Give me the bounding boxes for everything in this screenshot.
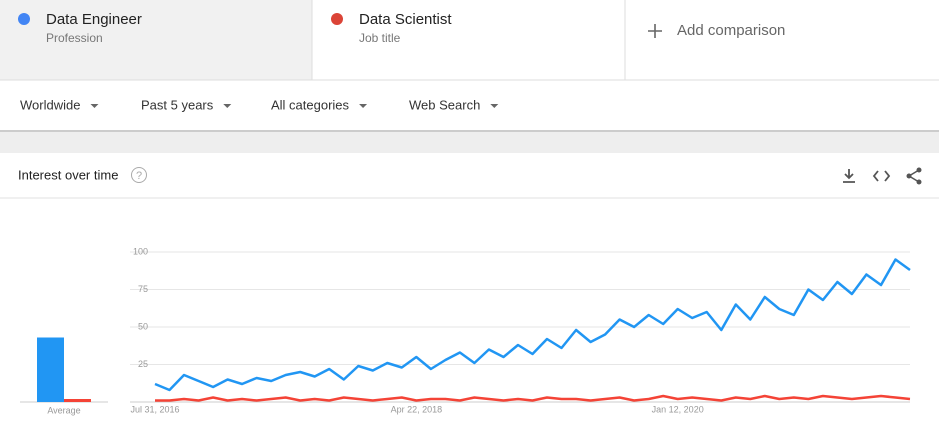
filter-dropdown[interactable]: Worldwide (20, 97, 80, 112)
term-dot (331, 13, 343, 25)
dropdown-arrow (490, 104, 499, 108)
average-bar (64, 399, 91, 402)
y-tick-label: 25 (138, 359, 148, 369)
term-dot (18, 13, 30, 25)
term-name: Data Scientist (359, 11, 452, 28)
series-line (155, 394, 911, 402)
share-icon[interactable] (906, 167, 922, 185)
average-label: Average (47, 405, 80, 415)
term-cell[interactable] (312, 0, 625, 80)
term-subtitle: Profession (46, 31, 103, 45)
x-tick-label: Apr 22, 2018 (391, 404, 443, 414)
dropdown-arrow (90, 104, 99, 108)
y-tick-label: 75 (138, 284, 148, 294)
filter-dropdown[interactable]: Past 5 years (141, 97, 214, 112)
chart: 25 50 75 100 Jul 31, 2016 Apr 22, 2018 Jan 12,… (20, 246, 911, 415)
dropdown-arrow (223, 104, 232, 108)
add-label[interactable]: Add comparison (677, 22, 785, 39)
x-tick-label: Jan 12, 2020 (652, 404, 704, 414)
y-tick-label: 50 (138, 321, 148, 331)
term-name: Data Engineer (46, 11, 142, 28)
y-tick-label: 100 (133, 246, 148, 256)
page-background (0, 131, 939, 153)
panel-title: Interest over time (18, 167, 118, 182)
filter-dropdown[interactable]: Web Search (409, 97, 480, 112)
help-icon[interactable] (131, 167, 147, 183)
term-cell[interactable] (0, 0, 312, 80)
filter-dropdown[interactable]: All categories (271, 97, 350, 112)
embed-icon[interactable] (872, 170, 891, 182)
term-subtitle: Job title (359, 31, 401, 45)
dropdown-arrow (359, 104, 368, 108)
plus-icon (648, 24, 662, 38)
download-icon[interactable] (843, 169, 855, 183)
series-line (154, 258, 911, 392)
x-tick-label: Jul 31, 2016 (130, 404, 179, 414)
help-mark: ? (136, 170, 142, 182)
add-comparison[interactable]: Add comparison (648, 22, 785, 39)
average-bar (37, 337, 64, 402)
